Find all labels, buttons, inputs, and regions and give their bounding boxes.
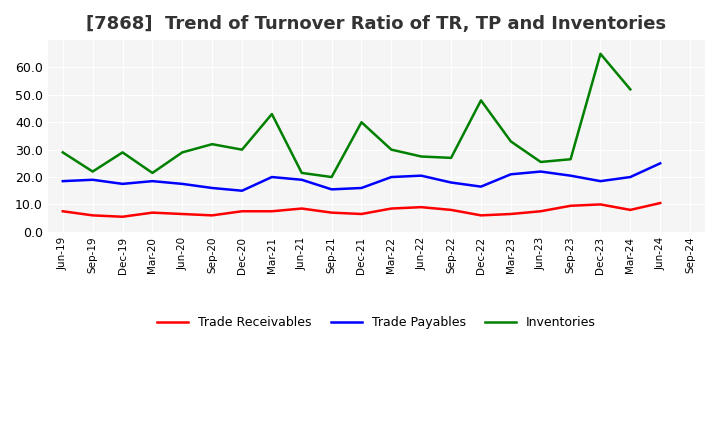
Trade Receivables: [477, 213, 485, 218]
Inventories: [536, 159, 545, 165]
Trade Receivables: [297, 206, 306, 211]
Trade Receivables: [417, 205, 426, 210]
Trade Receivables: [148, 210, 157, 215]
Inventories: [297, 170, 306, 176]
Trade Receivables: [328, 210, 336, 215]
Trade Payables: [566, 173, 575, 178]
Trade Payables: [89, 177, 97, 183]
Inventories: [596, 51, 605, 56]
Trade Receivables: [268, 209, 276, 214]
Trade Payables: [238, 188, 246, 193]
Inventories: [507, 139, 516, 144]
Legend: Trade Receivables, Trade Payables, Inventories: Trade Receivables, Trade Payables, Inven…: [152, 311, 600, 334]
Trade Receivables: [178, 211, 186, 216]
Title: [7868]  Trend of Turnover Ratio of TR, TP and Inventories: [7868] Trend of Turnover Ratio of TR, TP…: [86, 15, 667, 33]
Trade Receivables: [208, 213, 217, 218]
Inventories: [328, 174, 336, 180]
Trade Payables: [656, 161, 665, 166]
Trade Payables: [626, 174, 634, 180]
Line: Trade Receivables: Trade Receivables: [63, 203, 660, 217]
Inventories: [357, 120, 366, 125]
Trade Payables: [58, 179, 67, 184]
Inventories: [268, 111, 276, 117]
Trade Receivables: [58, 209, 67, 214]
Inventories: [417, 154, 426, 159]
Inventories: [178, 150, 186, 155]
Trade Receivables: [656, 200, 665, 205]
Inventories: [238, 147, 246, 152]
Inventories: [387, 147, 396, 152]
Trade Payables: [297, 177, 306, 183]
Inventories: [58, 150, 67, 155]
Inventories: [566, 157, 575, 162]
Trade Receivables: [536, 209, 545, 214]
Trade Payables: [268, 174, 276, 180]
Inventories: [148, 170, 157, 176]
Trade Receivables: [89, 213, 97, 218]
Trade Payables: [208, 185, 217, 191]
Trade Receivables: [596, 202, 605, 207]
Trade Payables: [447, 180, 456, 185]
Trade Payables: [417, 173, 426, 178]
Trade Receivables: [357, 211, 366, 216]
Trade Payables: [477, 184, 485, 189]
Trade Payables: [596, 179, 605, 184]
Trade Payables: [507, 172, 516, 177]
Trade Payables: [328, 187, 336, 192]
Trade Receivables: [118, 214, 127, 220]
Line: Inventories: Inventories: [63, 54, 630, 177]
Inventories: [447, 155, 456, 161]
Line: Trade Payables: Trade Payables: [63, 163, 660, 191]
Trade Receivables: [507, 211, 516, 216]
Trade Payables: [118, 181, 127, 187]
Trade Payables: [178, 181, 186, 187]
Trade Payables: [536, 169, 545, 174]
Trade Receivables: [566, 203, 575, 209]
Inventories: [118, 150, 127, 155]
Trade Receivables: [387, 206, 396, 211]
Trade Payables: [148, 179, 157, 184]
Inventories: [626, 87, 634, 92]
Inventories: [89, 169, 97, 174]
Trade Payables: [387, 174, 396, 180]
Inventories: [208, 142, 217, 147]
Inventories: [477, 98, 485, 103]
Trade Payables: [357, 185, 366, 191]
Trade Receivables: [626, 207, 634, 213]
Trade Receivables: [447, 207, 456, 213]
Trade Receivables: [238, 209, 246, 214]
